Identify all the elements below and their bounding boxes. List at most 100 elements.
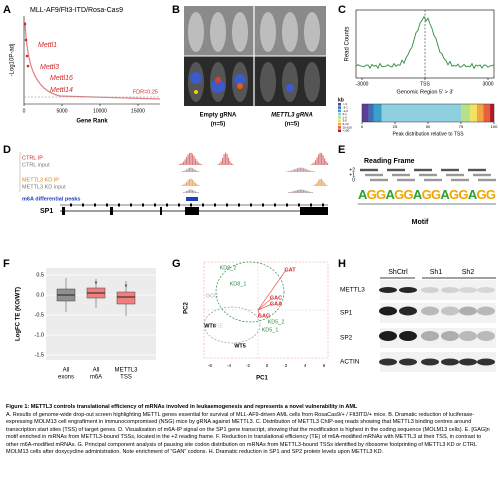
legend-swatch (338, 106, 341, 109)
pca-point-label: GCC (206, 293, 218, 299)
motif-logo: AGGAGGAGGAGGAGG (358, 187, 496, 202)
group-n: (n=5) (211, 122, 226, 128)
gene-label: Mettl14 (50, 87, 73, 94)
x-tick-label: -2 (246, 363, 250, 368)
pca-point-label: KD8_1 (230, 281, 247, 287)
legend-label: 10-100 (343, 125, 353, 129)
exon-tick (166, 203, 168, 207)
panel-letter: B (172, 4, 180, 16)
signal-bar (184, 191, 186, 193)
signal-bar (304, 168, 306, 172)
signal-bar (286, 171, 288, 172)
panel-letter: C (338, 4, 346, 16)
signal-bar (181, 162, 183, 165)
codon-bar (419, 173, 437, 177)
signal-bar (318, 180, 320, 186)
y-tick-label: -1.5 (35, 352, 44, 358)
frame-label: 0 (352, 177, 355, 183)
pca-point-label: GAG (258, 313, 271, 319)
signal-bar (229, 161, 231, 165)
y-axis-label: LogFC TE (KO/WT) (16, 287, 22, 341)
box (116, 291, 136, 305)
codon-bar (360, 168, 378, 172)
signal-bar (315, 184, 317, 186)
signal-bar (295, 190, 297, 193)
signal-bar (288, 192, 290, 193)
legend-label: <-3 (343, 102, 348, 106)
codon-bar (387, 168, 405, 172)
legend-swatch (338, 116, 341, 119)
signal-bar (187, 168, 189, 172)
signal-bar (192, 153, 194, 165)
legend-swatch (338, 126, 341, 129)
band (441, 287, 459, 293)
peak-segment (368, 104, 374, 122)
legend-label: 3-5 (343, 119, 348, 123)
signal-bar (307, 169, 309, 172)
mouse (232, 12, 248, 52)
signal-bar (198, 162, 200, 165)
blot-strip (380, 280, 496, 300)
track-label: METTL3 KD input (22, 184, 66, 190)
plot-background (46, 268, 156, 360)
threshold-label: FDR=0.25 (133, 89, 158, 95)
cluster-kd (215, 261, 285, 323)
signal-bar (324, 183, 326, 186)
signal-bar (310, 192, 312, 193)
track-label: CTRL input (22, 162, 50, 168)
signal-bar (301, 189, 303, 193)
line (257, 297, 273, 311)
x-tick-label: -3000 (356, 81, 369, 87)
exon-tick (226, 203, 228, 207)
signal-bar (186, 191, 188, 193)
legend-swatch (338, 119, 341, 123)
panel-letter: D (3, 144, 11, 156)
signal-bar (312, 192, 314, 193)
exon-tick (106, 203, 108, 207)
exon-tick (130, 203, 132, 207)
x-tick-label: 4 (304, 363, 307, 368)
exon-tick (154, 203, 156, 207)
band (399, 306, 417, 316)
codon-bar (451, 178, 469, 182)
peak-segment (490, 104, 494, 122)
photo-row (184, 6, 326, 56)
signal-bar (327, 185, 329, 186)
signal-bar (291, 170, 293, 172)
signal-bar (192, 179, 194, 186)
mouse (282, 12, 298, 52)
pca-point-label: GAA (270, 301, 282, 307)
signal-bar (291, 191, 293, 193)
band (441, 331, 459, 341)
signal-bar (324, 158, 326, 165)
luminescence (194, 90, 198, 94)
peak-segment (476, 104, 484, 122)
signal-bar (181, 171, 183, 172)
exon-tick (274, 203, 276, 207)
signal-bar (199, 163, 201, 165)
legend-swatch (338, 109, 341, 113)
signal-bar (301, 167, 303, 172)
line (257, 303, 273, 311)
signal-bar (298, 167, 300, 172)
band (421, 287, 439, 293)
signal-bar (298, 189, 300, 193)
gene-label: Mettl1 (38, 42, 57, 49)
signal-bar (186, 169, 188, 172)
track-label: CTRL IP (22, 155, 43, 161)
legend-label: 5-10 (343, 122, 349, 126)
x-axis-label: Gene Rank (76, 119, 108, 125)
signal-bar (189, 189, 191, 193)
panel-letter: H (338, 258, 346, 270)
band (459, 358, 477, 366)
exon (160, 207, 162, 215)
band (399, 287, 417, 293)
exon-tick (190, 203, 192, 207)
x-tick-label: m6A (90, 375, 102, 381)
frame-label: +1 (349, 172, 355, 178)
band (399, 331, 417, 341)
rank-curve (24, 21, 161, 100)
signal-bar (183, 192, 185, 193)
gene-dot (26, 64, 30, 68)
gene-name: SP1 (40, 208, 53, 215)
